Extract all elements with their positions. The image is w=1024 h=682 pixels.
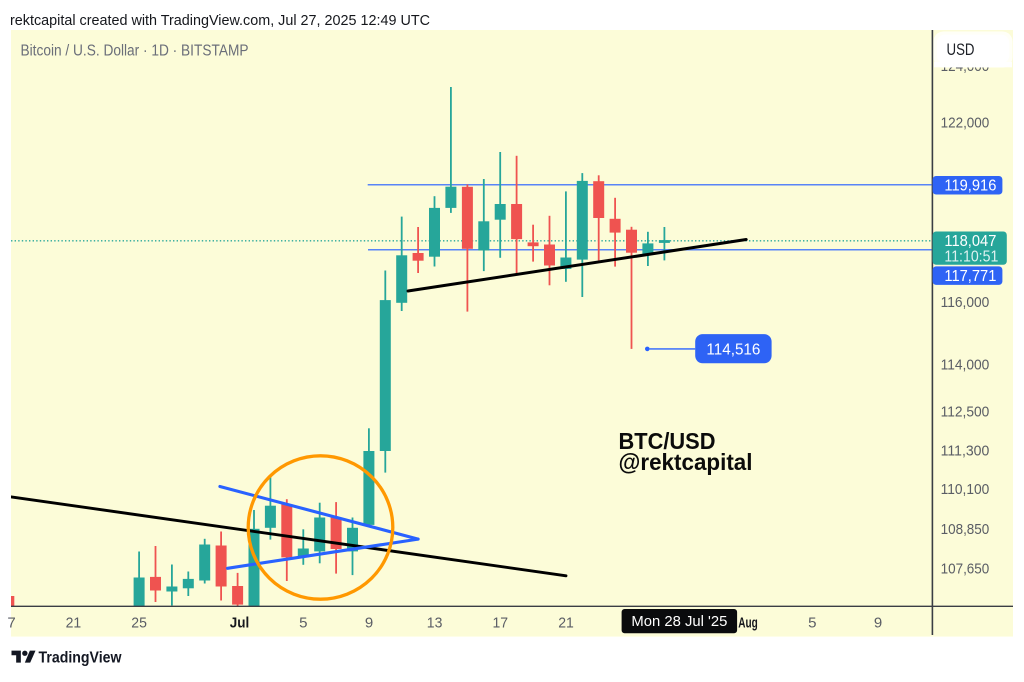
svg-text:118,047: 118,047 [944, 233, 996, 250]
svg-text:5: 5 [299, 615, 307, 632]
svg-text:@rektcapital: @rektcapital [619, 449, 753, 475]
svg-text:21: 21 [66, 615, 82, 632]
svg-text:Mon 28 Jul '25: Mon 28 Jul '25 [631, 613, 727, 630]
svg-text:112,500: 112,500 [941, 403, 990, 420]
svg-text:110,100: 110,100 [941, 481, 990, 498]
svg-text:117,771: 117,771 [944, 268, 996, 285]
svg-text:Jul: Jul [230, 615, 250, 632]
svg-text:108,850: 108,850 [941, 521, 990, 538]
svg-text:13: 13 [427, 615, 443, 632]
svg-text:Bitcoin / U.S. Dollar · 1D · B: Bitcoin / U.S. Dollar · 1D · BITSTAMP [21, 43, 249, 60]
svg-text:111,300: 111,300 [941, 442, 990, 459]
svg-text:TradingView: TradingView [39, 650, 123, 667]
svg-text:BTC/USD: BTC/USD [619, 428, 716, 454]
svg-text:17: 17 [493, 615, 509, 632]
svg-text:Aug: Aug [738, 615, 758, 632]
svg-text:107,650: 107,650 [941, 560, 990, 577]
svg-text:11:10:51: 11:10:51 [944, 248, 998, 265]
svg-text:5: 5 [808, 615, 816, 632]
svg-text:114,000: 114,000 [941, 357, 990, 374]
svg-text:116,000: 116,000 [941, 294, 990, 311]
svg-text:122,000: 122,000 [941, 114, 990, 131]
svg-text:119,916: 119,916 [944, 178, 996, 195]
svg-text:9: 9 [365, 615, 373, 632]
svg-text:25: 25 [131, 615, 147, 632]
svg-text:rektcapital created with Tradi: rektcapital created with TradingView.com… [10, 13, 430, 29]
svg-text:USD: USD [947, 41, 975, 59]
svg-text:114,516: 114,516 [706, 342, 760, 359]
svg-text:9: 9 [874, 615, 882, 632]
svg-text:21: 21 [558, 615, 574, 632]
svg-text:7: 7 [7, 615, 15, 632]
